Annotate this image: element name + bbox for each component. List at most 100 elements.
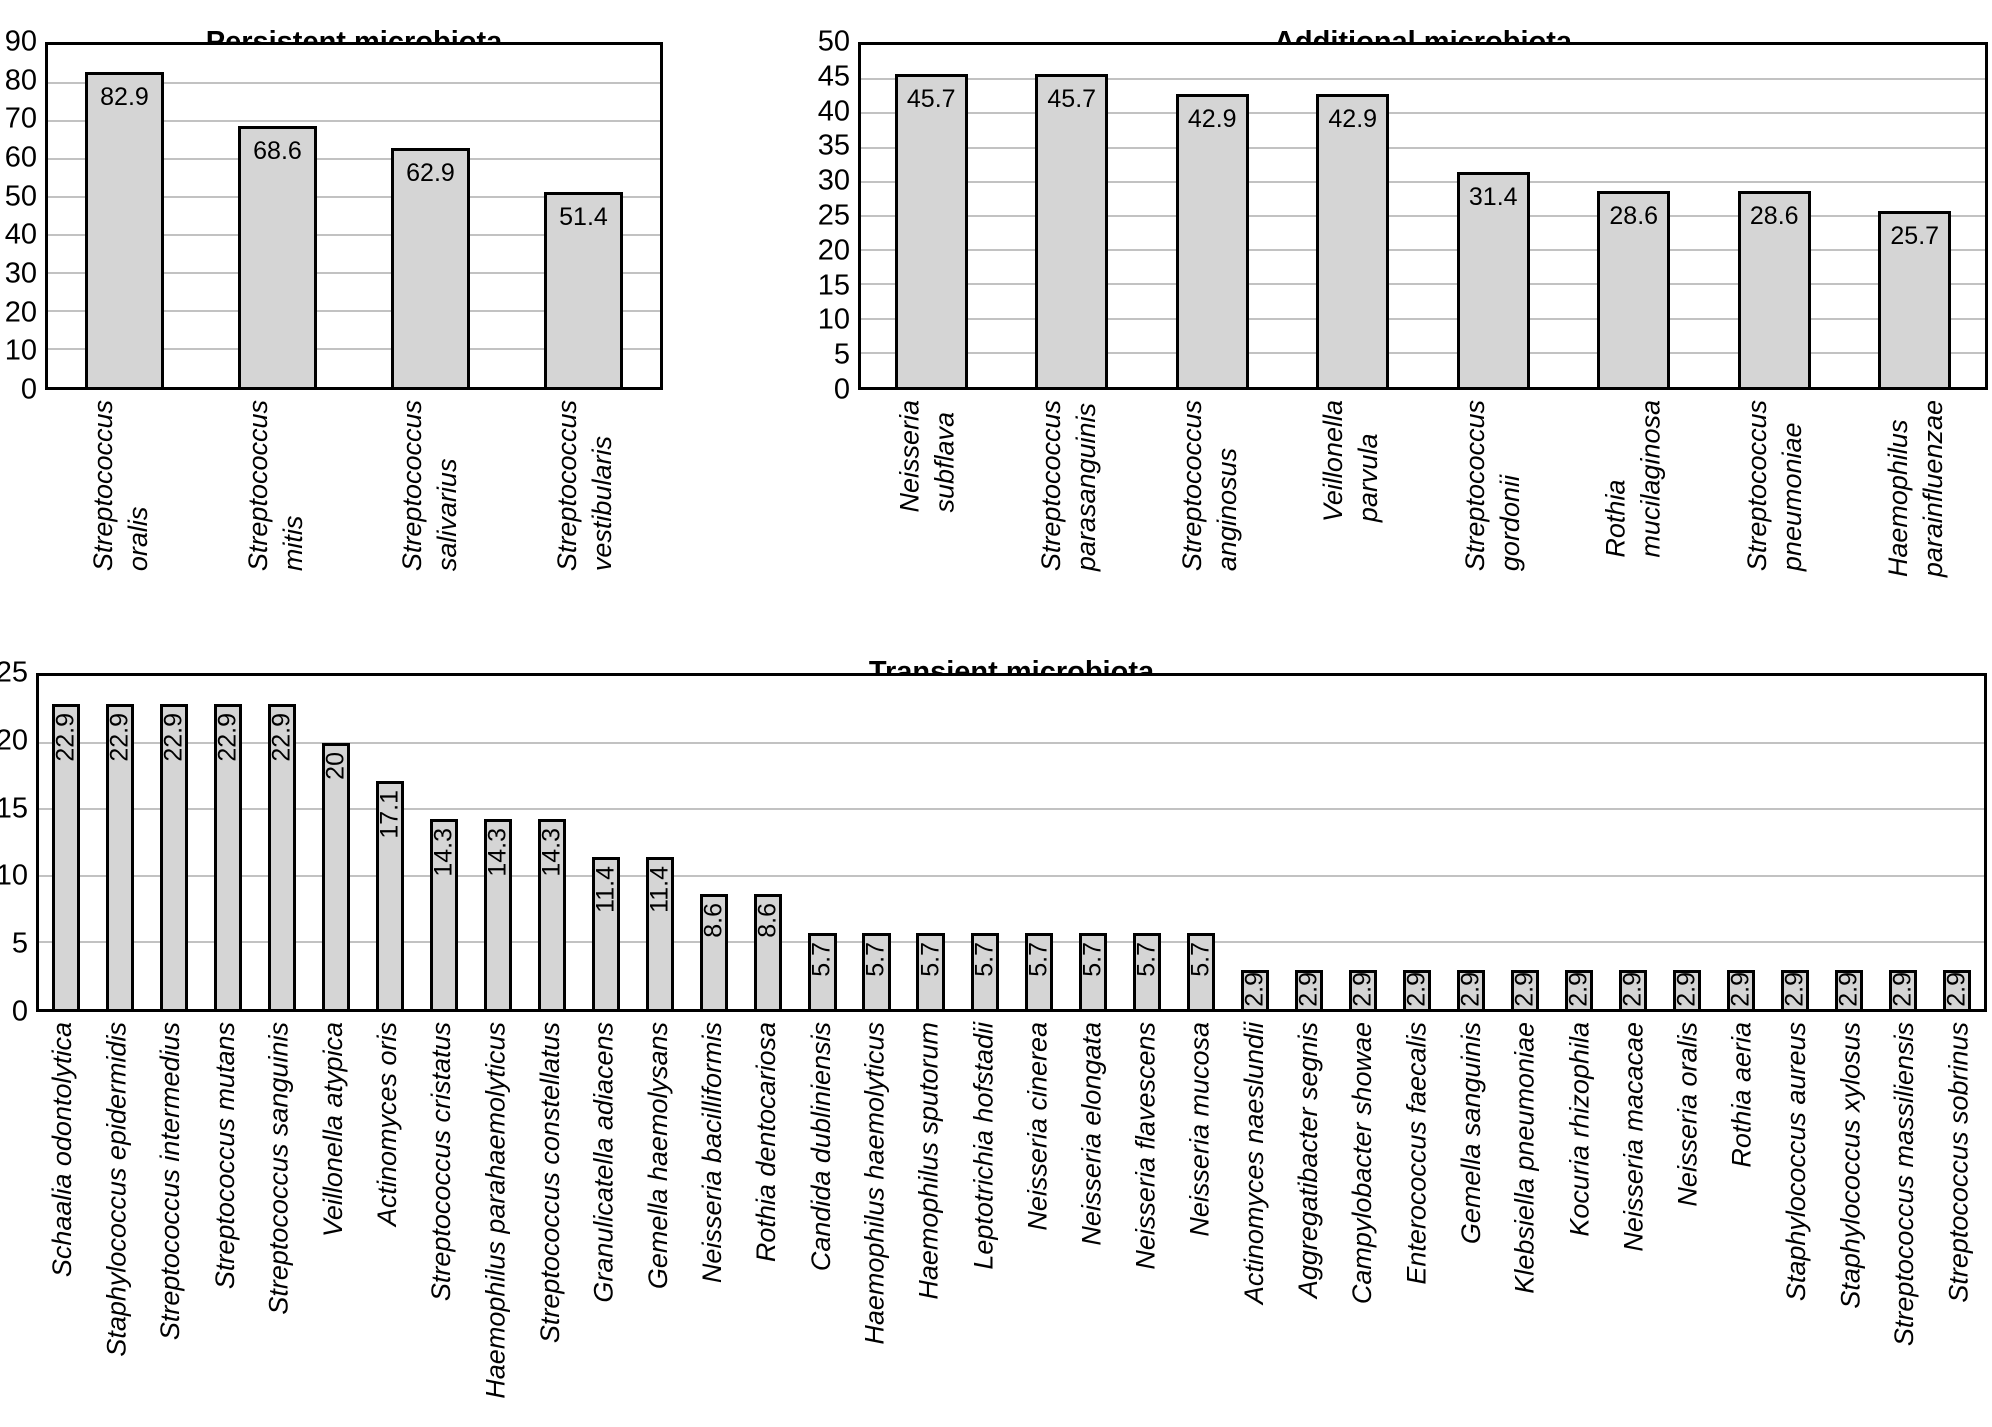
x-category-label: Haemophilus parahaemolyticus <box>480 1022 511 1399</box>
x-label-slot: Haemophilus parahaemolyticus <box>470 1012 524 1427</box>
x-label-slot: Staphylococcus xylosus <box>1824 1012 1878 1427</box>
bar-value-label: 22.9 <box>105 712 134 762</box>
y-axis: 0 10 20 30 40 50 60 70 80 90 <box>0 27 45 404</box>
bar: 2.9 <box>1672 970 1701 1009</box>
x-label-slot: Actinomyces oris <box>361 1012 415 1427</box>
x-category-label: Kocuria rhizophila <box>1564 1022 1595 1237</box>
gridline <box>48 310 660 313</box>
x-label-slot: Rothia mucilaginosa <box>1564 390 1705 660</box>
y-tick-label: 10 <box>4 334 37 367</box>
x-category-label: Neisseria elongata <box>1076 1022 1107 1246</box>
x-category-label: Streptococcus vestibularis <box>551 400 617 572</box>
bar: 22.9 <box>105 703 135 1009</box>
bar: 42.9 <box>1316 93 1390 387</box>
y-tick-label: 45 <box>817 60 850 93</box>
bar-value-label: 2.9 <box>1726 972 1755 1007</box>
x-category-label: Candida dubliniensis <box>805 1022 836 1272</box>
x-category-label: Actinomyces naeslundii <box>1239 1022 1270 1305</box>
bar-slot: 2.9 <box>1768 676 1822 1009</box>
x-category-label: Streptococcus oralis <box>88 400 154 572</box>
x-label-slot: Streptococcus intermedius <box>144 1012 198 1427</box>
x-category-label: Actinomyces oris <box>372 1022 403 1227</box>
bar-value-label: 42.9 <box>1328 104 1378 133</box>
bar-slot: 45.7 <box>861 45 1002 387</box>
bar-value-label: 42.9 <box>1187 104 1237 133</box>
bar-slot: 2.9 <box>1714 676 1768 1009</box>
x-category-label: Streptococcus anginosus <box>1177 400 1243 572</box>
bar-value-label: 2.9 <box>1348 972 1377 1007</box>
x-category-label: Neisseria cinerea <box>1022 1022 1053 1231</box>
y-tick-label: 0 <box>11 995 28 1028</box>
bar-value-label: 22.9 <box>267 712 296 762</box>
x-label-slot: Aggregatibacter segnis <box>1282 1012 1336 1427</box>
bar: 28.6 <box>1597 191 1671 387</box>
y-tick-label: 20 <box>817 234 850 267</box>
bar-slot: 2.9 <box>1822 676 1876 1009</box>
bar-value-label: 62.9 <box>406 158 455 187</box>
bar-value-label: 5.7 <box>1131 942 1160 977</box>
x-labels: Schaalia odontolytica Staphylococcus epid… <box>36 1012 1987 1427</box>
x-category-label: Haemophilus parainfluenzae <box>1883 400 1949 578</box>
x-label-slot: Neisseria bacilliformis <box>686 1012 740 1427</box>
gridline <box>39 808 1984 811</box>
bars-group: 45.7 45.7 42.9 42.9 31.4 28.6 28.6 25.7 <box>861 45 1985 387</box>
bar: 5.7 <box>1024 933 1053 1009</box>
x-category-label: Staphylococcus aureus <box>1781 1022 1812 1302</box>
x-category-label: Streptococcus sanguinis <box>263 1022 294 1315</box>
x-label-slot: Streptococcus anginosus <box>1141 390 1282 660</box>
bar: 45.7 <box>1035 74 1109 387</box>
gridline <box>861 249 1985 252</box>
y-tick-label: 20 <box>0 724 28 757</box>
x-label-slot: Streptococcus parasanguinis <box>999 390 1140 660</box>
x-label-slot: Neisseria oralis <box>1662 1012 1716 1427</box>
bar-slot: 62.9 <box>354 45 507 387</box>
x-label-slot: Neisseria mucosa <box>1174 1012 1228 1427</box>
gridline <box>39 941 1984 944</box>
y-tick-label: 60 <box>4 141 37 174</box>
bar: 14.3 <box>538 818 567 1009</box>
x-category-label: Gemella sanguinis <box>1455 1022 1486 1245</box>
x-label-slot: Gemella haemolysans <box>632 1012 686 1427</box>
bar-value-label: 5.7 <box>1185 942 1214 977</box>
bar-slot: 2.9 <box>1282 676 1336 1009</box>
x-category-label: Streptococcus constellatus <box>534 1022 565 1344</box>
x-labels: Neisseria subflava Streptococcus parasang… <box>858 390 1988 660</box>
bar-slot: 25.7 <box>1845 45 1986 387</box>
bar: 2.9 <box>1240 970 1269 1009</box>
bar: 11.4 <box>646 857 675 1009</box>
gridline <box>48 234 660 237</box>
x-label-slot: Streptococcus salivarius <box>354 390 509 630</box>
x-category-label: Streptococcus parasanguinis <box>1035 400 1101 572</box>
x-category-label: Streptococcus massiliensis <box>1889 1022 1920 1347</box>
y-axis: 0 5 10 15 20 25 <box>0 658 36 1026</box>
bar: 68.6 <box>237 126 318 387</box>
y-tick-label: 15 <box>817 269 850 302</box>
y-tick-label: 0 <box>833 373 850 406</box>
x-category-label: Streptococcus pneumoniae <box>1742 400 1808 572</box>
bar-slot: 11.4 <box>579 676 633 1009</box>
bar-value-label: 11.4 <box>591 866 620 913</box>
x-label-slot: Streptococcus gordonii <box>1423 390 1564 660</box>
bar-value-label: 8.6 <box>699 903 728 939</box>
bar-value-label: 22.9 <box>213 712 242 762</box>
bar: 5.7 <box>1185 933 1215 1009</box>
x-category-label: Streptococcus mitis <box>242 400 308 572</box>
bar: 5.7 <box>916 933 945 1009</box>
x-category-label: Streptococcus sobrinus <box>1943 1022 1974 1303</box>
bar-slot: 42.9 <box>1283 45 1424 387</box>
x-category-label: Campylobacter showae <box>1347 1022 1378 1305</box>
x-category-label: Neisseria mucosa <box>1185 1022 1216 1237</box>
x-category-label: Haemophilus haemolyticus <box>859 1022 890 1345</box>
x-category-label: Klebsiella pneumoniae <box>1510 1022 1541 1294</box>
bar-slot: 2.9 <box>1660 676 1714 1009</box>
gridline <box>39 741 1984 744</box>
bar-slot: 42.9 <box>1142 45 1283 387</box>
x-label-slot: Actinomyces naeslundii <box>1228 1012 1282 1427</box>
bar-slot: 14.3 <box>471 676 525 1009</box>
bar: 2.9 <box>1348 970 1377 1009</box>
bar-slot: 68.6 <box>201 45 354 387</box>
bar: 17.1 <box>375 781 405 1009</box>
bar-slot: 31.4 <box>1423 45 1564 387</box>
x-label-slot: Schaalia odontolytica <box>36 1012 90 1427</box>
